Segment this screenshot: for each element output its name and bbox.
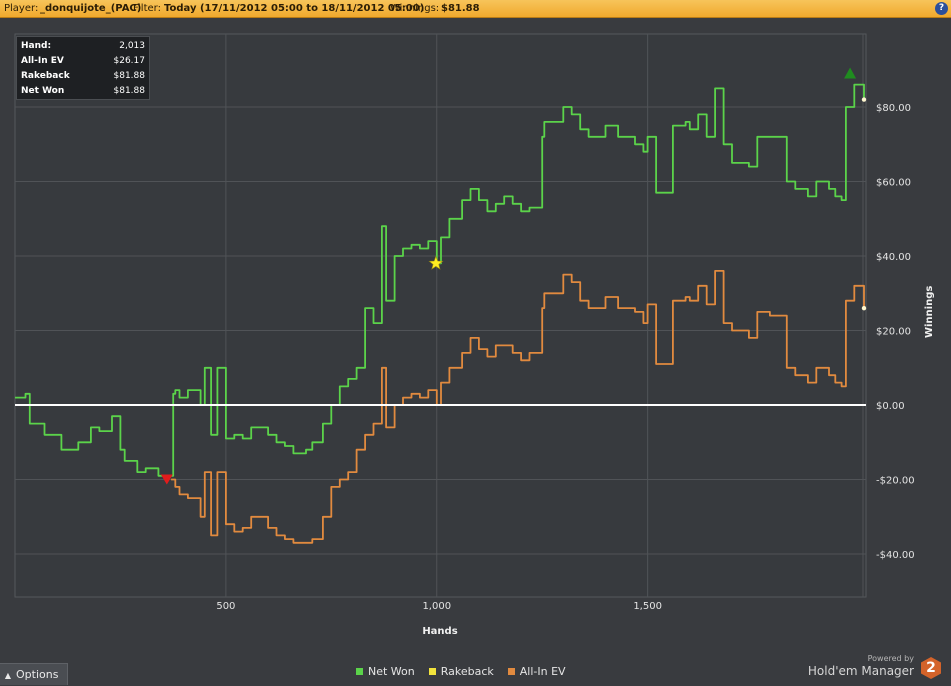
y-tick-label: $20.00: [876, 327, 911, 338]
chevron-up-icon: ▲: [4, 671, 12, 680]
brand-logo: Powered by Hold'em Manager 2: [801, 654, 941, 682]
plot-area: [14, 33, 867, 598]
legend-swatch: [356, 668, 363, 675]
y-axis-title: Winnings: [924, 286, 935, 338]
stat-value: $81.88: [113, 71, 146, 81]
legend-swatch: [507, 668, 515, 675]
y-tick-label: -$20.00: [876, 476, 915, 487]
stat-value: $81.88: [113, 86, 146, 96]
chart-legend: Net Won Rakeback All-In EV: [356, 665, 580, 678]
series-end-point: [861, 305, 867, 311]
filter-value[interactable]: Today (17/11/2012 05:00 to 18/11/2012 05…: [164, 3, 425, 14]
y-tick-label: $80.00: [876, 103, 911, 114]
filter-bar: Player: _donquijote_(PAC) Filter: Today …: [0, 0, 951, 18]
player-label: Player:: [4, 3, 39, 14]
winnings-value: $81.88: [441, 3, 480, 14]
options-label: Options: [16, 668, 59, 681]
y-tick-label: $40.00: [876, 252, 911, 263]
stats-box: Hand: 2,013 All-In EV $26.17 Rakeback $8…: [16, 36, 150, 100]
series-end-point: [861, 97, 867, 102]
legend-item-net-won[interactable]: Net Won: [356, 665, 415, 678]
x-tick-label: 1,000: [422, 601, 451, 612]
stat-row-net-won: Net Won $81.88: [21, 84, 145, 99]
brand-name: Hold'em Manager: [807, 664, 914, 678]
legend-swatch: [428, 668, 436, 675]
stat-key: Rakeback: [21, 71, 70, 81]
winnings-chart[interactable]: 500 1,000 1,500 -$40.00 -$20.00 $0.00 $20.00 $4…: [0, 18, 951, 638]
legend-label: All-In EV: [519, 665, 566, 678]
y-tick-label: $0.00: [876, 401, 905, 412]
stat-key: Net Won: [21, 86, 65, 96]
stat-key: Hand:: [21, 41, 52, 51]
legend-label: Rakeback: [440, 665, 494, 678]
filter-label: Filter:: [133, 3, 161, 14]
brand-badge-icon: 2: [921, 657, 941, 679]
series-line-all-in-ev: [171, 270, 865, 544]
stat-row-hand: Hand: 2,013: [21, 39, 145, 54]
stat-value: $26.17: [113, 56, 146, 66]
stat-value: 2,013: [119, 41, 145, 51]
stat-row-allin-ev: All-In EV $26.17: [21, 54, 145, 69]
x-tick-label: 500: [216, 601, 235, 612]
legend-item-allin-ev[interactable]: All-In EV: [507, 665, 566, 678]
powered-by-text: Powered by: [867, 654, 914, 663]
y-tick-label: $60.00: [876, 178, 911, 189]
star-marker: [428, 255, 444, 270]
legend-item-rakeback[interactable]: Rakeback: [428, 665, 494, 678]
stat-key: All-In EV: [21, 56, 64, 66]
x-axis-title: Hands: [422, 626, 457, 637]
session-high-marker: [844, 67, 857, 79]
player-value[interactable]: _donquijote_(PAC): [40, 3, 142, 14]
y-tick-label: -$40.00: [876, 550, 915, 561]
help-icon[interactable]: ?: [935, 2, 948, 15]
x-tick-label: 1,500: [633, 601, 662, 612]
series-line-net-won: [15, 83, 865, 477]
options-button[interactable]: ▲ Options: [0, 663, 68, 685]
session-low-marker: [160, 474, 173, 485]
winnings-label: Winnings:: [390, 3, 440, 14]
stat-row-rakeback: Rakeback $81.88: [21, 69, 145, 84]
legend-label: Net Won: [368, 665, 415, 678]
